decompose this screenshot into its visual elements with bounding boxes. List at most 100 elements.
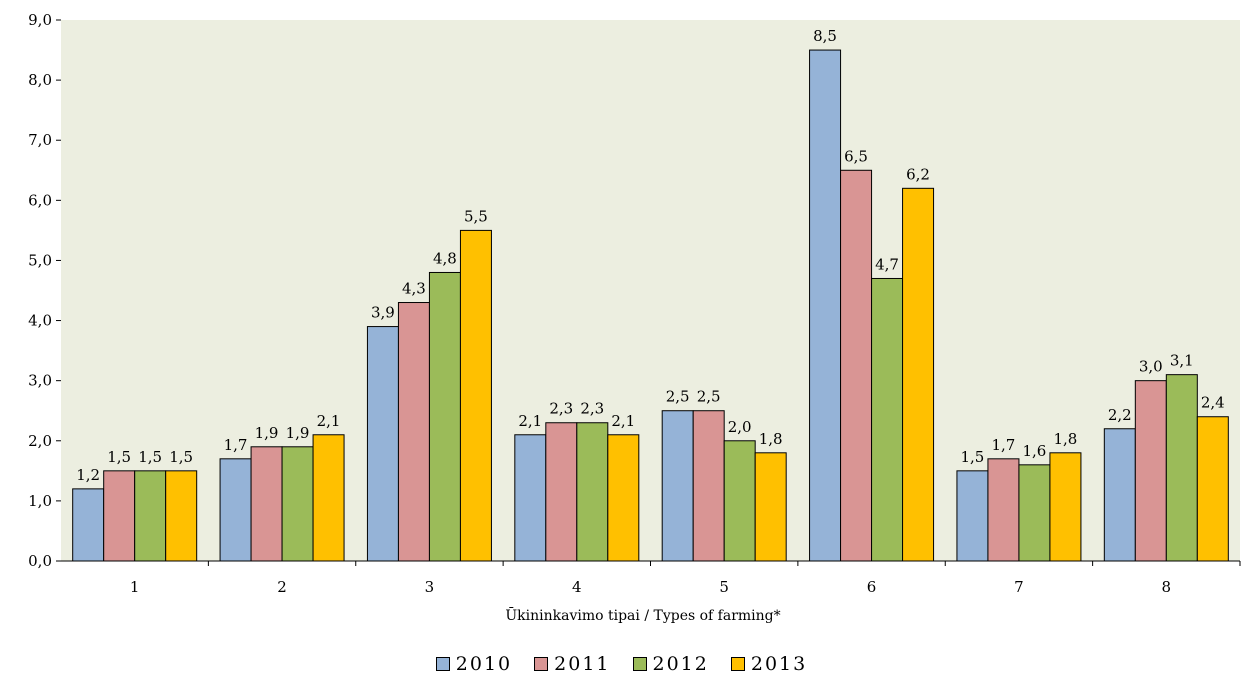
data-label-2013-3: 5,5 [464,207,488,225]
bar-2013-1 [165,470,198,562]
data-label-2010-1: 1,2 [76,466,100,484]
data-label-2012-1: 1,5 [138,448,162,466]
y-tick-label: 7,0 [28,131,52,149]
data-label-2010-2: 1,7 [224,436,248,454]
x-tick-label: 4 [572,578,582,596]
legend-swatch-2011 [534,657,549,671]
bar-2012-5 [723,440,756,562]
data-label-2012-5: 2,0 [728,418,752,436]
data-label-2013-2: 2,1 [317,412,341,430]
bar-2013-6 [902,187,935,562]
bar-2013-4 [607,434,640,562]
data-label-2011-4: 2,3 [549,400,573,418]
legend-item-2010: 2010 [435,653,513,675]
x-tick-label: 3 [425,578,435,596]
data-label-2012-4: 2,3 [580,400,604,418]
bar-2012-7 [1018,464,1051,562]
x-tick-label: 7 [1014,578,1024,596]
x-tick-label: 1 [130,578,140,596]
bar-chart: 1,2 1,5 1,5 1,5 1,7 1,9 1,9 2,1 3,9 4,3 4,8 5,5 2,1 2… [28,11,1241,624]
bar-2010-6 [809,49,842,562]
bars-layer: 1,2 1,5 1,5 1,5 1,7 1,9 1,9 2,1 3,9 4,3 4,8 5,5 2,1 2… [72,27,1229,562]
data-label-2013-5: 1,8 [759,430,783,448]
data-label-2012-2: 1,9 [286,424,310,442]
y-tick-label: 8,0 [28,71,52,89]
y-tick-label: 9,0 [28,11,52,29]
data-label-2011-5: 2,5 [697,388,721,406]
bar-2013-8 [1196,416,1229,562]
bar-2011-7 [987,458,1020,562]
bar-2011-5 [692,410,725,562]
legend-label-2011: 2011 [554,653,611,675]
bar-2010-1 [72,488,105,562]
data-label-2013-4: 2,1 [611,412,635,430]
bar-2010-5 [661,410,694,562]
bar-2012-2 [281,446,314,562]
bar-2011-1 [103,470,136,562]
x-axis-title: Ūkininkavimo tipai / Types of farming* [505,606,780,624]
y-tick-label: 4,0 [28,312,52,330]
legend-item-2013: 2013 [730,653,808,675]
bar-2013-3 [459,229,492,562]
y-tick-label: 0,0 [28,552,52,570]
bar-2013-5 [754,452,787,562]
bar-2010-7 [956,470,989,562]
bar-2012-3 [428,271,461,562]
data-label-2013-7: 1,8 [1054,430,1078,448]
bar-2012-4 [576,422,609,562]
data-label-2011-1: 1,5 [107,448,131,466]
bar-2011-3 [397,302,430,562]
data-label-2011-7: 1,7 [992,436,1016,454]
bar-2012-8 [1165,374,1198,562]
legend-label-2012: 2012 [652,653,709,675]
legend-item-2011: 2011 [534,653,610,675]
legend-label-2010: 2010 [455,653,513,675]
bar-2011-6 [840,169,873,562]
data-label-2013-1: 1,5 [169,448,193,466]
legend-item-2012: 2012 [632,653,709,675]
legend-swatch-2012 [632,657,647,671]
bar-2010-4 [514,434,547,562]
bar-2013-2 [312,434,345,562]
x-tick-label: 2 [277,578,287,596]
bar-2011-4 [545,422,578,562]
bar-2012-6 [871,277,904,562]
data-label-2012-6: 4,7 [875,255,899,273]
data-label-2010-5: 2,5 [666,388,690,406]
bar-2013-7 [1049,452,1082,562]
y-tick-label: 5,0 [28,251,52,269]
bar-2011-2 [250,446,283,562]
data-label-2012-7: 1,6 [1023,442,1047,460]
data-label-2010-4: 2,1 [518,412,542,430]
legend-swatch-2013 [730,657,745,671]
data-label-2010-6: 8,5 [813,27,837,45]
bar-2010-8 [1103,428,1136,562]
x-tick-label: 8 [1162,578,1172,596]
bar-2011-8 [1134,380,1167,562]
data-label-2011-8: 3,0 [1139,358,1163,376]
bar-2012-1 [134,470,167,562]
data-label-2013-6: 6,2 [906,165,930,183]
data-label-2012-8: 3,1 [1170,352,1194,370]
data-label-2011-2: 1,9 [255,424,279,442]
legend: 2010 2011 2012 2013 [0,650,1243,678]
y-tick-label: 6,0 [28,191,52,209]
data-label-2012-3: 4,8 [433,249,457,267]
data-label-2010-8: 2,2 [1108,406,1132,424]
data-label-2010-7: 1,5 [961,448,985,466]
x-axis-ticks: 1 2 3 4 5 6 7 8 [130,561,1241,596]
data-label-2013-8: 2,4 [1201,394,1225,412]
y-tick-label: 3,0 [28,372,52,390]
x-tick-label: 5 [719,578,729,596]
data-label-2011-6: 6,5 [844,147,868,165]
data-label-2011-3: 4,3 [402,280,426,298]
y-axis-ticks: 0,0 1,0 2,0 3,0 4,0 5,0 6,0 7,0 8,0 9,0 [28,11,61,570]
x-tick-label: 6 [867,578,877,596]
data-label-2010-3: 3,9 [371,304,395,322]
legend-swatch-2010 [435,657,450,671]
bar-2010-3 [366,326,399,562]
y-tick-label: 2,0 [28,432,52,450]
legend-label-2013: 2013 [750,653,808,675]
bar-2010-2 [219,458,252,562]
y-tick-label: 1,0 [28,492,52,510]
